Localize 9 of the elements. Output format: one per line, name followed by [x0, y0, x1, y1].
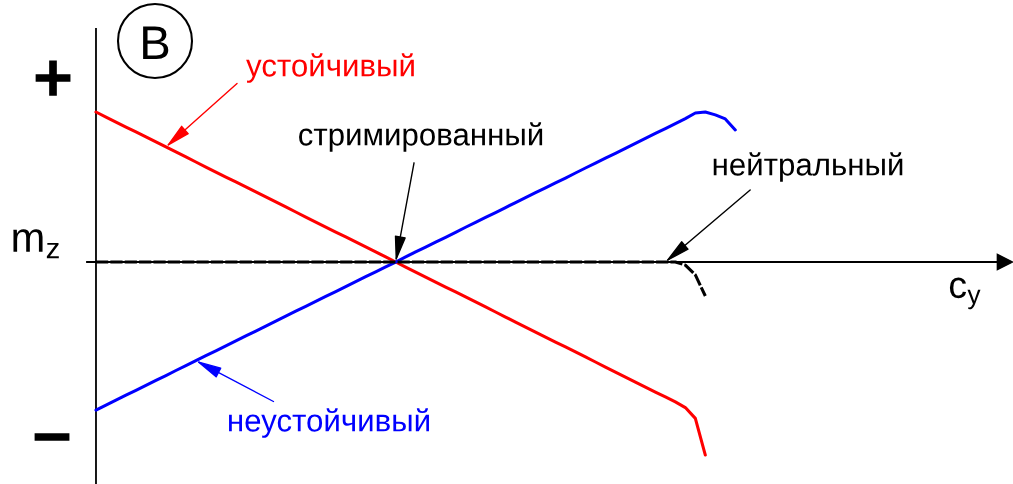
y-axis-title: m$_{z}$ [13, 229, 59, 259]
text: нейтральный [713, 152, 903, 182]
text: + [35, 60, 71, 96]
text: устойчивый [246, 53, 414, 83]
text: В [143, 26, 169, 60]
x-axis-title: c$_{y}$ [949, 277, 981, 310]
annotation: стримированный [299, 122, 543, 152]
text: − [34, 433, 70, 441]
legend-label: неустойчивый [229, 408, 429, 438]
